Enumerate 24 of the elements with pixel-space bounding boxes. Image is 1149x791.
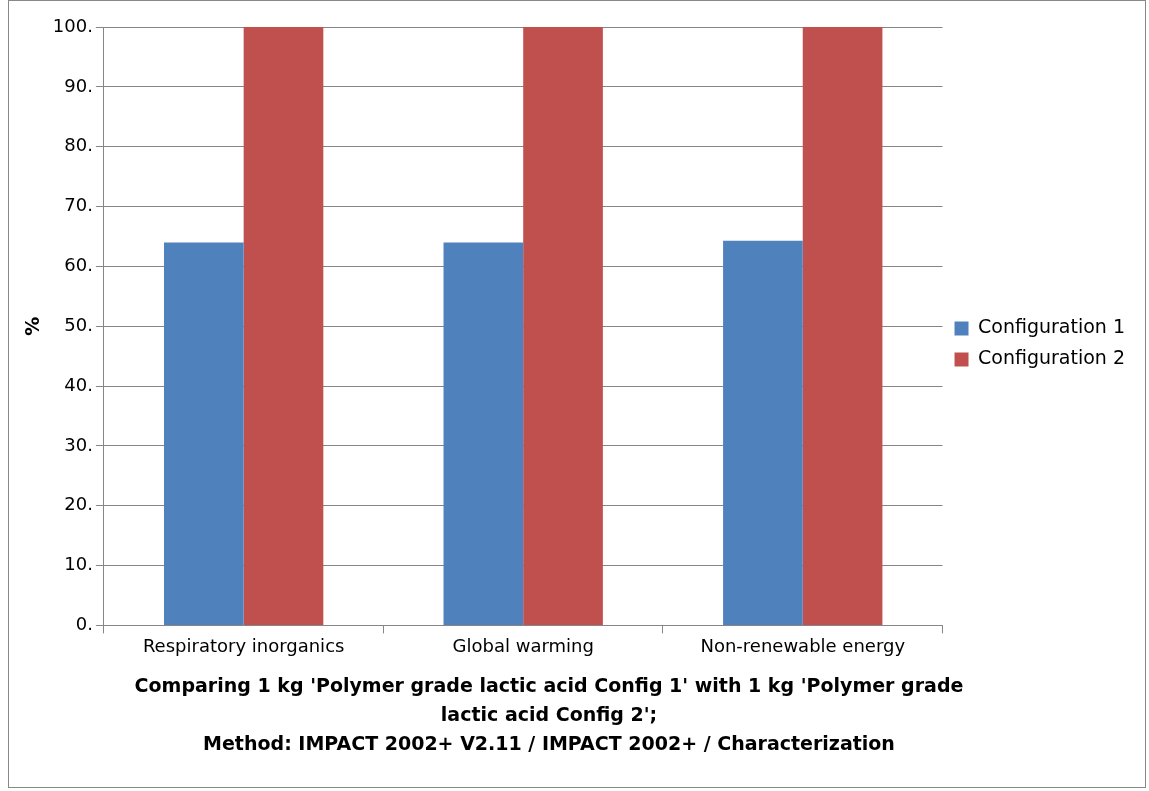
y-tick-label: 30. xyxy=(64,433,93,455)
text: Comparing 1 kg 'Polymer grade lactic acid Config 1' with 1 kg 'Polymer grade lactic acid Config 2'; Method: IMPACT 2002+ V2.11 / IMPACT 2002+ / Characterization xyxy=(133,673,965,756)
y-tick-label: 50. xyxy=(64,313,93,335)
bar xyxy=(243,27,324,625)
bar xyxy=(443,242,524,625)
y-tick-label: 100. xyxy=(52,14,93,36)
bar xyxy=(523,27,603,625)
y-tick-label: 10. xyxy=(64,553,93,575)
y-tick-label: 40. xyxy=(64,373,93,395)
y-tick-label: 80. xyxy=(64,134,93,156)
y-axis-title: % xyxy=(21,316,44,336)
x-tick-label: Global warming xyxy=(452,634,594,656)
y-tick-label: 90. xyxy=(64,74,93,96)
bar xyxy=(163,242,244,625)
y-tick-label: 70. xyxy=(64,194,93,216)
bar xyxy=(802,27,883,625)
x-tick-label: Respiratory inorganics xyxy=(142,634,345,656)
y-tick-label: 0. xyxy=(75,613,93,635)
bar xyxy=(723,240,803,625)
x-tick-label: Non-renewable energy xyxy=(700,634,906,656)
y-tick-label: 60. xyxy=(64,254,93,276)
legend-label: Configuration 1 xyxy=(978,315,1125,338)
legend-label: Configuration 2 xyxy=(978,346,1125,369)
y-tick-label: 20. xyxy=(64,493,93,515)
